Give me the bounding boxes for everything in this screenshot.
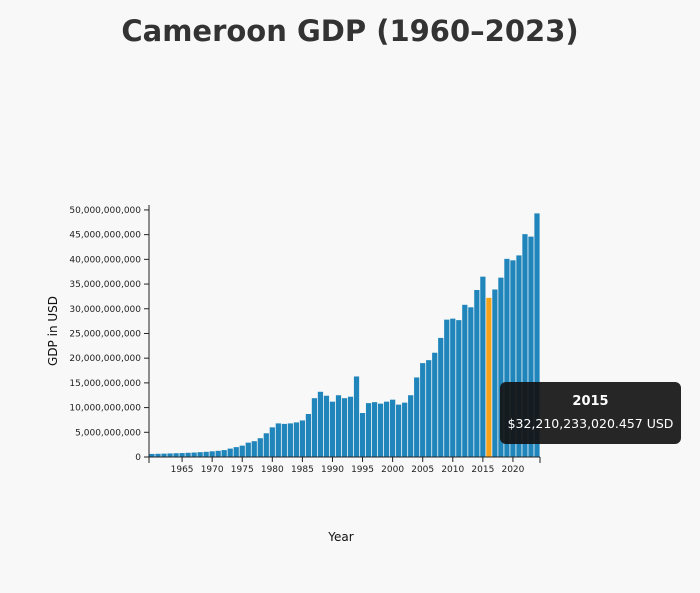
x-tick-label: 2000 [381,465,404,475]
y-tick-label: 5,000,000,000 [75,428,141,438]
y-tick-label: 15,000,000,000 [69,379,141,389]
bar[interactable] [396,404,402,457]
bar[interactable] [281,423,287,457]
bar-highlighted[interactable] [486,297,492,457]
bar[interactable] [426,360,432,457]
bar[interactable] [341,398,348,457]
x-tick-label: 1985 [291,465,314,475]
bar[interactable] [191,452,197,457]
y-tick-label: 50,000,000,000 [69,206,141,216]
bar[interactable] [227,448,233,457]
bar[interactable] [257,438,263,457]
bar[interactable] [474,289,480,457]
bar[interactable] [149,453,155,457]
bar[interactable] [390,399,396,457]
bar[interactable] [239,445,245,457]
bar[interactable] [161,453,167,457]
bar[interactable] [420,363,426,457]
bar[interactable] [456,320,462,457]
bar[interactable] [311,398,318,457]
x-axis: 1965 1970 1975 1980 1985 1990 1995 2000 2005 2010… [148,456,541,475]
bar[interactable] [185,452,191,457]
bar[interactable] [215,450,221,457]
bar[interactable] [414,377,420,457]
bar[interactable] [534,213,540,457]
bar[interactable] [365,403,372,457]
chart-title: Cameroon GDP (1960–2023) [121,14,579,48]
bar[interactable] [522,234,528,457]
bar[interactable] [233,447,239,457]
bar[interactable] [498,277,504,457]
bar[interactable] [179,453,185,457]
bar[interactable] [468,307,474,457]
bar[interactable] [197,452,203,457]
bar[interactable] [444,319,450,457]
bar[interactable] [384,401,390,457]
bar[interactable] [528,236,534,457]
bar[interactable] [293,422,299,457]
bar[interactable] [432,352,438,457]
bar[interactable] [335,395,342,457]
bar[interactable] [402,402,408,457]
y-tick-label: 10,000,000,000 [69,404,141,414]
y-axis: 0 5,000,000,000 10,000,000,000 15,000,000,0… [69,205,150,463]
bar[interactable] [480,276,486,457]
bar[interactable] [305,414,312,457]
x-axis-title: Year [327,530,353,544]
bar[interactable] [408,395,414,457]
bar[interactable] [221,450,227,457]
bar[interactable] [450,318,456,457]
bar[interactable] [275,423,281,457]
bar[interactable] [510,260,516,457]
x-tick-label: 2020 [501,465,524,475]
y-tick-label: 45,000,000,000 [69,231,141,241]
y-tick-label: 30,000,000,000 [69,305,141,315]
bar[interactable] [269,427,275,457]
bar[interactable] [299,420,305,457]
x-tick-label: 1975 [231,465,254,475]
bar[interactable] [209,451,215,457]
x-tick-label: 1990 [321,465,344,475]
x-tick-label: 1995 [351,465,374,475]
bar[interactable] [245,442,251,457]
x-tick-label: 1970 [201,465,224,475]
bar[interactable] [263,433,269,457]
bar[interactable] [317,391,324,457]
y-tick-label: 40,000,000,000 [69,255,141,265]
bar[interactable] [516,255,522,457]
bar[interactable] [323,395,330,457]
bar[interactable] [173,453,179,457]
bar[interactable] [492,289,498,457]
bar[interactable] [438,337,444,457]
tooltip-year: 2015 [572,394,609,409]
bar[interactable] [504,258,510,457]
bar-series [149,213,540,457]
bar-tooltip: 2015 $32,210,233,020.457 USD [500,382,681,444]
y-tick-label: 0 [135,453,141,463]
bar[interactable] [329,401,336,457]
y-tick-label: 25,000,000,000 [69,329,141,339]
x-tick-label: 1965 [171,465,194,475]
tooltip-value: $32,210,233,020.457 USD [507,416,674,431]
bar[interactable] [167,453,173,457]
x-tick-label: 2015 [471,465,494,475]
x-tick-label: 1980 [261,465,284,475]
bar[interactable] [155,453,161,457]
bar[interactable] [353,376,360,457]
bar[interactable] [203,451,209,457]
x-tick-label: 2005 [411,465,434,475]
bar[interactable] [251,441,257,457]
y-tick-label: 35,000,000,000 [69,280,141,290]
y-tick-label: 20,000,000,000 [69,354,141,364]
y-axis-title: GDP in USD [46,296,60,366]
bar[interactable] [287,423,293,457]
bar[interactable] [377,403,384,457]
bar[interactable] [359,413,366,457]
x-tick-label: 2010 [441,465,464,475]
bar[interactable] [347,396,354,457]
bar[interactable] [462,304,468,457]
bar[interactable] [371,402,378,457]
